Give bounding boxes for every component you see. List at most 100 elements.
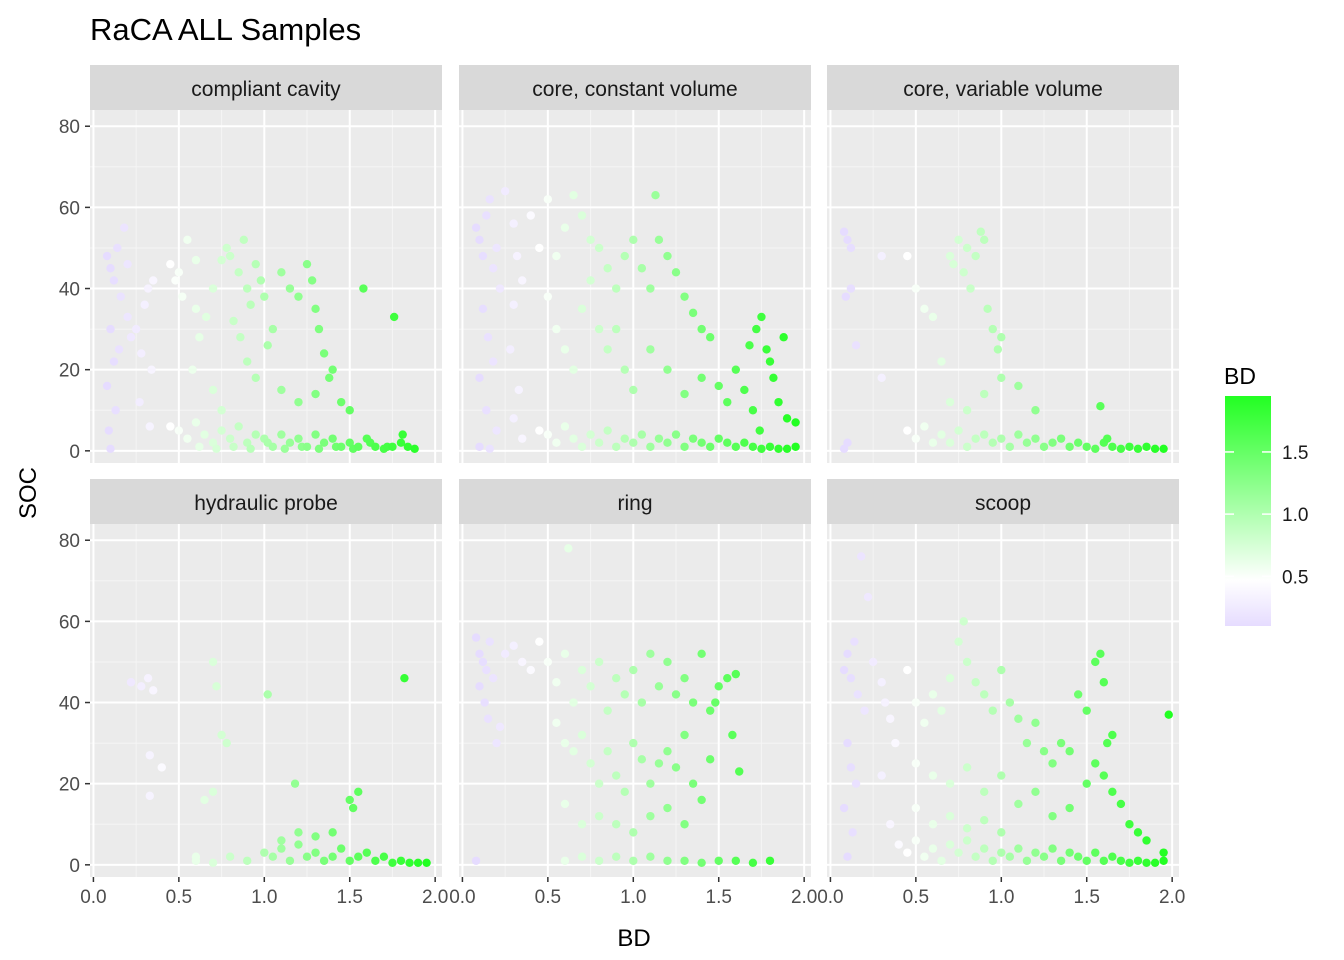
facet-label: scoop — [975, 492, 1031, 515]
data-point — [911, 759, 921, 768]
data-point — [731, 856, 741, 865]
x-tick-label: 2.0 — [422, 887, 448, 908]
data-point — [1082, 442, 1091, 451]
data-point — [959, 617, 968, 626]
data-point — [629, 235, 638, 245]
data-point — [671, 430, 681, 439]
data-point — [637, 698, 647, 707]
data-point — [500, 649, 510, 659]
data-point — [757, 444, 766, 453]
data-point — [1125, 858, 1134, 867]
data-point — [945, 840, 955, 849]
data-point — [140, 300, 149, 309]
data-point — [471, 223, 481, 232]
x-tick-label: 1.5 — [337, 887, 363, 908]
data-point — [1031, 848, 1040, 857]
data-point — [137, 682, 146, 691]
data-point — [243, 357, 252, 366]
data-point — [962, 406, 972, 415]
data-point — [714, 381, 723, 391]
data-point — [200, 430, 209, 439]
chart-title: RaCA ALL Samples — [90, 12, 361, 47]
data-point — [886, 714, 895, 723]
data-point — [646, 284, 655, 293]
data-point — [212, 682, 221, 691]
data-point — [945, 251, 955, 261]
data-point — [594, 438, 604, 447]
data-point — [697, 324, 706, 334]
data-point — [212, 444, 221, 453]
data-point — [294, 828, 303, 837]
data-point — [1056, 856, 1066, 865]
data-point — [328, 365, 337, 374]
data-point — [843, 649, 852, 659]
data-point — [104, 426, 113, 435]
data-point — [526, 665, 535, 675]
data-point — [1150, 858, 1160, 867]
data-point — [860, 706, 869, 715]
data-point — [594, 811, 604, 821]
facet-strip — [90, 65, 442, 110]
data-point — [680, 820, 689, 829]
data-point — [945, 397, 955, 407]
data-point — [1103, 738, 1112, 748]
data-point — [560, 799, 570, 809]
data-point — [735, 767, 744, 776]
data-point — [988, 438, 997, 447]
data-point — [740, 385, 749, 395]
facet-panel: core, constant volume — [459, 65, 811, 463]
data-point — [1108, 852, 1117, 861]
data-point — [157, 763, 166, 772]
data-point — [1031, 787, 1040, 796]
data-point — [903, 665, 912, 675]
data-point — [290, 779, 300, 788]
data-point — [191, 304, 201, 314]
data-point — [328, 828, 337, 837]
data-point — [988, 856, 997, 865]
data-point — [663, 856, 672, 865]
data-point — [997, 373, 1006, 382]
data-point — [119, 223, 129, 232]
data-point — [959, 268, 968, 277]
data-point — [757, 312, 766, 322]
data-point — [560, 649, 570, 659]
data-point — [663, 251, 672, 261]
data-point — [123, 312, 132, 322]
data-point — [1108, 787, 1117, 796]
data-point — [137, 349, 146, 358]
legend-tick-label: 1.0 — [1282, 505, 1308, 526]
data-point — [846, 243, 856, 253]
data-point — [603, 345, 612, 354]
data-point — [594, 324, 604, 334]
data-point — [980, 235, 989, 245]
data-point — [225, 852, 235, 861]
data-point — [1039, 852, 1049, 861]
data-point — [1005, 698, 1015, 707]
data-point — [560, 856, 570, 865]
data-point — [680, 442, 689, 451]
data-point — [311, 832, 320, 841]
data-point — [928, 438, 938, 447]
data-point — [311, 430, 320, 439]
data-point — [294, 840, 303, 849]
data-point — [109, 276, 119, 285]
data-point — [894, 840, 903, 849]
data-point — [971, 678, 980, 687]
data-point — [285, 284, 295, 293]
data-point — [586, 276, 595, 285]
facet-label: hydraulic probe — [194, 492, 338, 515]
data-point — [328, 852, 337, 861]
data-point — [109, 357, 119, 366]
data-point — [325, 373, 334, 382]
data-point — [891, 738, 900, 748]
data-point — [612, 324, 621, 334]
data-point — [200, 795, 209, 805]
data-point — [552, 251, 561, 261]
data-point — [195, 442, 204, 451]
data-point — [612, 771, 621, 780]
data-point — [586, 682, 595, 691]
data-point — [740, 438, 749, 447]
data-point — [488, 673, 498, 683]
data-point — [518, 657, 527, 667]
data-point — [765, 357, 775, 366]
